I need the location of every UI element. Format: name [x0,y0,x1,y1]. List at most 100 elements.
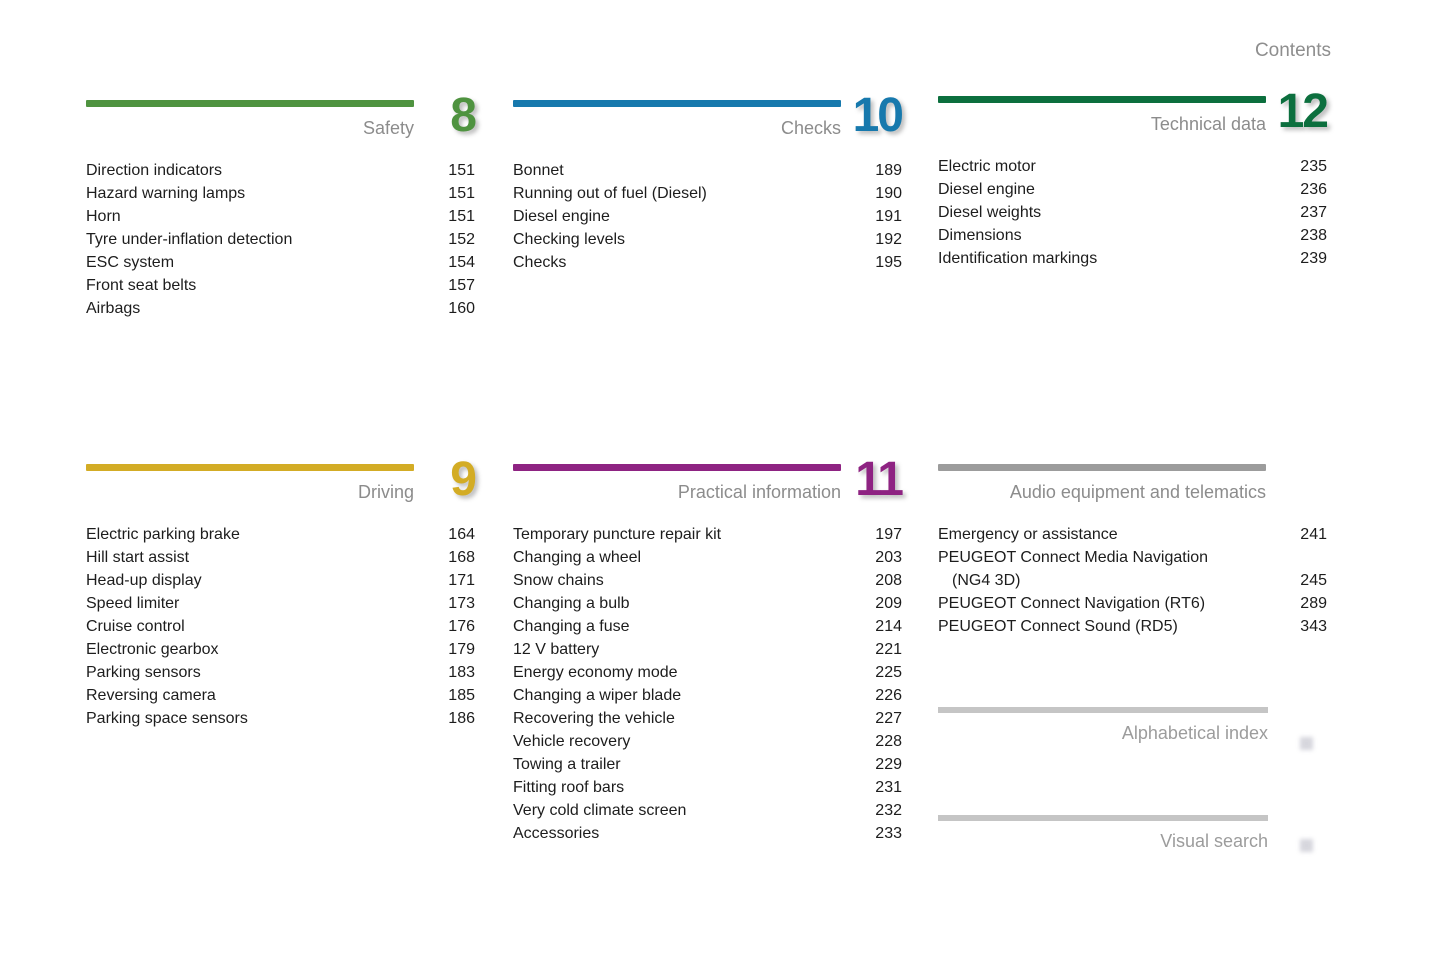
section-header[interactable] [938,464,1327,471]
toc-item[interactable]: Emergency or assistance 241 [938,523,1327,546]
toc-item-page: 203 [875,549,902,566]
toc-item-label: Changing a wiper blade [513,687,682,704]
toc-item[interactable]: ESC system 154 [86,251,475,274]
toc-item[interactable]: Running out of fuel (Diesel) 190 [513,182,902,205]
toc-item[interactable]: Tyre under-inflation detection 152 [86,228,475,251]
toc-item[interactable]: PEUGEOT Connect Navigation (RT6) 289 [938,592,1327,615]
toc-item-page: 245 [1300,572,1327,589]
toc-item[interactable]: PEUGEOT Connect Sound (RD5) 343 [938,615,1327,638]
toc-item-page: 157 [448,277,475,294]
section-header[interactable]: 10 [513,92,904,140]
toc-item[interactable]: Diesel engine 191 [513,205,902,228]
toc-item-page: 179 [448,641,475,658]
section-header[interactable]: 9 [86,456,477,504]
toc-item[interactable]: Horn 151 [86,205,475,228]
section-practical-information: 11 Practical information Temporary punct… [513,456,904,845]
section-audio-equipment-and-telematics: Audio equipment and telematics Emergency… [938,464,1327,638]
section-title[interactable]: Audio equipment and telematics [1009,482,1266,502]
toc-item-label: Snow chains [513,572,604,589]
toc-item[interactable]: Checking levels 192 [513,228,902,251]
section-header[interactable]: 8 [86,92,477,140]
section-technical-data: 12 Technical data Electric motor 235 Diese… [938,88,1329,270]
toc-item[interactable]: Changing a bulb 209 [513,592,902,615]
toc-item[interactable]: Recovering the vehicle 227 [513,707,902,730]
section-header[interactable]: 12 [938,88,1329,136]
toc-item[interactable]: Parking sensors 183 [86,661,475,684]
toc-item-label: Diesel engine [938,181,1035,198]
toc-item-page: 289 [1300,595,1327,612]
toc-item-page: 173 [448,595,475,612]
toc-item[interactable]: Fitting roof bars 231 [513,776,902,799]
toc-item[interactable]: Temporary puncture repair kit 197 [513,523,902,546]
toc-item-label: Direction indicators [86,162,223,179]
toc-item[interactable]: Changing a fuse 214 [513,615,902,638]
toc-item[interactable]: Diesel weights 237 [938,201,1327,224]
toc-item[interactable]: Changing a wiper blade 226 [513,684,902,707]
toc-item[interactable]: Hill start assist 168 [86,546,475,569]
toc-item[interactable]: Head-up display 171 [86,569,475,592]
toc-item[interactable]: Reversing camera 185 [86,684,475,707]
section-title[interactable]: Safety [362,118,414,138]
section-header[interactable]: 11 [513,456,904,504]
section-color-bar [513,100,841,107]
toc-item[interactable]: Electric parking brake 164 [86,523,475,546]
section-color-bar [938,464,1266,471]
toc-item-label: Vehicle recovery [513,733,631,750]
toc-item[interactable]: Airbags 160 [86,297,475,320]
toc-item-label: Electric parking brake [86,526,240,543]
toc-item-label: Accessories [513,825,600,842]
faded-page-mark [1300,839,1313,852]
chapter-number: 9 [450,453,477,506]
visual-search-link[interactable]: Visual search [938,815,1313,852]
section-title[interactable]: Practical information [677,482,841,502]
toc-item[interactable]: Parking space sensors 186 [86,707,475,730]
toc-item[interactable]: Changing a wheel 203 [513,546,902,569]
toc-item-page: 192 [875,231,902,248]
toc-item-page: 229 [875,756,902,773]
toc-item[interactable]: Checks 195 [513,251,902,274]
toc-item[interactable]: Direction indicators 151 [86,159,475,182]
toc-item[interactable]: Very cold climate screen 232 [513,799,902,822]
section-color-bar [86,100,414,107]
toc-item-label: Front seat belts [86,277,197,294]
page-title: Contents [1254,40,1331,61]
section-title[interactable]: Technical data [1150,114,1266,134]
toc-item-page: 183 [448,664,475,681]
toc-item[interactable]: 12 V battery 221 [513,638,902,661]
toc-item[interactable]: Energy economy mode 225 [513,661,902,684]
toc-item-label: PEUGEOT Connect Navigation (RT6) [938,595,1206,612]
toc-item-page: 185 [448,687,475,704]
toc-item-page: 228 [875,733,902,750]
toc-item-label: PEUGEOT Connect Media Navigation [938,549,1209,566]
toc-item[interactable]: Electronic gearbox 179 [86,638,475,661]
toc-item-label: Parking sensors [86,664,201,681]
toc-item[interactable]: Diesel engine 236 [938,178,1327,201]
section-title[interactable]: Driving [357,482,414,502]
toc-item-page: 151 [448,185,475,202]
toc-item[interactable]: PEUGEOT Connect Media Navigation [938,546,1327,569]
toc-item-label: Dimensions [938,227,1022,244]
toc-item[interactable]: Electric motor 235 [938,155,1327,178]
toc-item[interactable]: Accessories 233 [513,822,902,845]
toc-item[interactable]: Front seat belts 157 [86,274,475,297]
toc-item-page: 343 [1300,618,1327,635]
toc-item-label: Diesel engine [513,208,610,225]
toc-item[interactable]: Hazard warning lamps 151 [86,182,475,205]
toc-item-page [1319,546,1327,569]
toc-item-label: Identification markings [938,250,1098,267]
toc-item-label: Running out of fuel (Diesel) [513,185,707,202]
toc-item-page: 232 [875,802,902,819]
toc-item[interactable]: Towing a trailer 229 [513,753,902,776]
toc-item[interactable]: Cruise control 176 [86,615,475,638]
toc-item[interactable]: Speed limiter 173 [86,592,475,615]
toc-item[interactable]: (NG4 3D) 245 [938,569,1327,592]
alphabetical-index-link[interactable]: Alphabetical index [938,707,1313,750]
toc-item[interactable]: Dimensions 238 [938,224,1327,247]
toc-item[interactable]: Snow chains 208 [513,569,902,592]
section-title[interactable]: Checks [780,118,841,138]
toc-item-label: Changing a bulb [513,595,630,612]
toc-item[interactable]: Vehicle recovery 228 [513,730,902,753]
toc-item[interactable]: Identification markings 239 [938,247,1327,270]
toc-item-label: Speed limiter [86,595,180,612]
toc-item[interactable]: Bonnet 189 [513,159,902,182]
